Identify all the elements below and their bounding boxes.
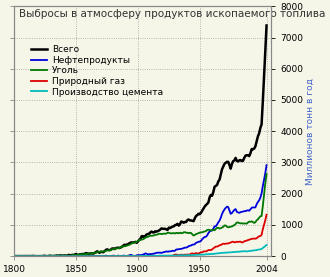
Нефтепродукты [265,163,269,167]
Природный газ [183,253,187,257]
Всего [167,226,171,229]
Уголь [46,254,50,258]
Всего [172,225,176,228]
Line: Природный газ: Природный газ [14,215,267,256]
Природный газ [45,255,49,258]
Text: Выбросы в атмосферу продуктов ископаемого топлива: Выбросы в атмосферу продуктов ископаемог… [19,9,326,19]
Line: Нефтепродукты: Нефтепродукты [14,165,267,256]
Нефтепродукты [171,249,175,252]
Производство цемента [166,254,170,257]
Уголь [22,255,26,258]
Нефтепродукты [166,250,170,253]
Уголь [12,255,16,258]
Y-axis label: Миллионов тонн в год: Миллионов тонн в год [306,78,315,185]
Всего [184,220,188,224]
Всего [46,255,50,258]
Уголь [172,232,176,235]
Всего [244,154,248,157]
Нефтепродукты [45,255,49,258]
Производство цемента [45,255,49,258]
Нефтепродукты [12,255,16,258]
Нефтепродукты [151,252,155,255]
Природный газ [151,254,155,257]
Производство цемента [12,255,16,258]
Природный газ [12,255,16,258]
Уголь [184,231,188,234]
Природный газ [171,254,175,258]
Всего [265,24,269,27]
Line: Уголь: Уголь [14,174,267,256]
Уголь [152,234,156,237]
Природный газ [265,213,269,216]
Line: Производство цемента: Производство цемента [14,245,267,256]
Уголь [167,231,171,234]
Legend: Всего, Нефтепродукты, Уголь, Природный газ, Производство цемента: Всего, Нефтепродукты, Уголь, Природный г… [29,43,165,98]
Природный газ [242,240,246,243]
Уголь [244,222,248,225]
Уголь [265,172,269,176]
Производство цемента [151,254,155,258]
Line: Всего: Всего [14,25,267,256]
Производство цемента [183,254,187,257]
Производство цемента [265,243,269,247]
Нефтепродукты [183,246,187,249]
Всего [152,231,156,234]
Производство цемента [242,250,246,253]
Нефтепродукты [242,209,246,213]
Всего [12,255,16,258]
Всего [35,255,39,258]
Производство цемента [171,254,175,257]
Природный газ [166,254,170,258]
